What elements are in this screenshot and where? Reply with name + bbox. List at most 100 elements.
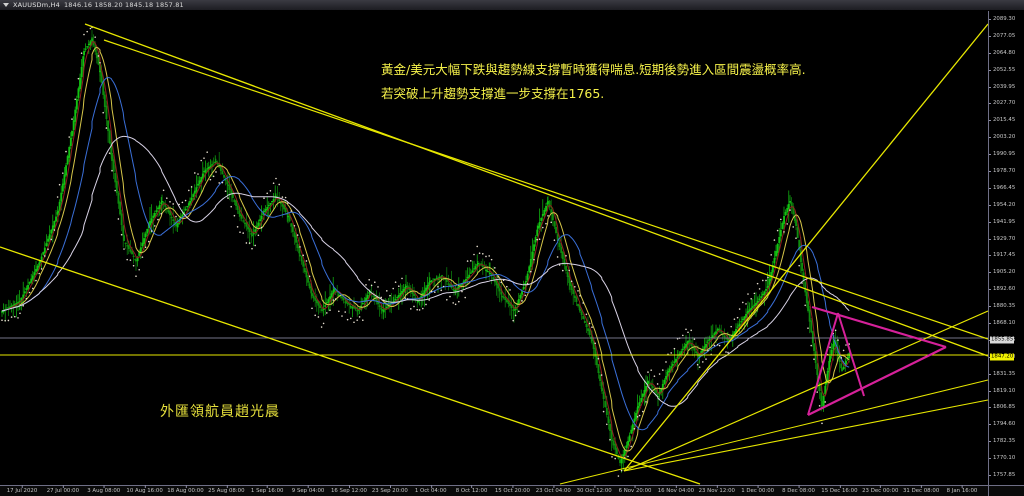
sar-dot (135, 275, 137, 277)
sar-dot (194, 172, 196, 174)
sar-dot (842, 349, 845, 352)
sar-dot (290, 210, 293, 212)
sar-dot (502, 279, 505, 282)
sar-dot (302, 254, 305, 257)
sar-dot (233, 214, 236, 217)
price-tick: 1892.60 (989, 286, 1015, 292)
sar-dot (97, 55, 100, 57)
chart-titlebar: XAUUSDm,H4 1846.16 1858.20 1845.18 1857.… (0, 0, 1024, 11)
sar-dot (172, 203, 174, 205)
sar-dot (767, 276, 769, 279)
sar-dot (497, 276, 499, 278)
time-tick: 8 Jan 16:00 (947, 485, 977, 494)
triangle-inner-fall[interactable] (837, 312, 865, 397)
sar-dot (490, 258, 493, 261)
price-axis[interactable]: 2089.30 2077.05 2064.80 2052.55 2039.95 2027.… (988, 11, 1024, 485)
sar-dot (314, 314, 317, 317)
sar-dot (188, 189, 190, 192)
sar-dot (795, 237, 797, 239)
time-tick: 23 Sep 20:00 (372, 485, 408, 494)
triangle-inner-rise[interactable] (807, 312, 839, 416)
sar-dot (611, 456, 613, 458)
sar-dot (707, 349, 709, 352)
sar-dot (733, 318, 736, 320)
chart-canvas (0, 23, 988, 485)
sar-dot (482, 252, 484, 255)
triangle-lower-boundary[interactable] (807, 346, 947, 416)
sar-dot (633, 427, 636, 430)
descending-trendline-mid[interactable] (103, 39, 988, 340)
sar-dot (377, 286, 379, 288)
sar-dot (19, 312, 21, 315)
sar-dot (141, 256, 144, 258)
sar-dot (406, 298, 409, 300)
sar-dot (299, 246, 301, 248)
sar-dot (620, 469, 623, 472)
sar-dot (154, 225, 156, 227)
sar-dot (38, 272, 40, 275)
sar-dot (332, 299, 335, 301)
price-tick: 1990.95 (989, 151, 1015, 157)
ascending-trendline-shallow[interactable] (623, 310, 988, 472)
sar-dot (696, 363, 699, 366)
sar-dot (311, 307, 313, 310)
price-tick: 1966.45 (989, 185, 1015, 191)
price-tick: 1806.85 (989, 404, 1015, 410)
sar-dot (509, 289, 511, 291)
price-tick: 1794.60 (989, 421, 1015, 427)
price-tick: 1905.20 (989, 269, 1015, 275)
sar-dot (524, 294, 526, 297)
sar-dot (248, 242, 251, 244)
time-tick: 25 Aug 08:00 (208, 485, 245, 494)
sar-dot (350, 317, 352, 320)
sar-dot (614, 457, 616, 460)
price-tick: 1954.20 (989, 202, 1015, 208)
chevron-down-icon[interactable] (3, 3, 9, 7)
sar-dot (254, 244, 256, 247)
ascending-trendline-lowest[interactable] (559, 379, 988, 485)
sar-dot (422, 307, 424, 310)
time-tick: 27 Jul 00:00 (47, 485, 79, 494)
sar-dot (452, 302, 455, 304)
sar-dot (389, 294, 391, 297)
sar-dot (71, 118, 73, 120)
sar-dot (209, 178, 212, 181)
sar-dot (602, 410, 605, 413)
sar-dot (437, 285, 439, 288)
triangle-upper-boundary[interactable] (811, 305, 947, 349)
time-tick: 9 Sep 04:00 (292, 485, 324, 494)
sar-dot (157, 218, 159, 221)
sar-dot (758, 288, 761, 290)
sar-dot (845, 344, 847, 346)
descending-trendline-lower[interactable] (0, 246, 701, 485)
price-tick: 2064.80 (989, 50, 1015, 56)
sar-dot (86, 30, 88, 33)
sar-dot (80, 52, 83, 54)
sar-dot (780, 218, 782, 221)
chart-plot-area[interactable]: 黃金/美元大幅下跌與趨勢線支撐暫時獲得喘息.短期後勢進入區間震盪概率高. 若突破… (0, 11, 988, 485)
sar-dot (166, 197, 168, 199)
sar-dot (430, 290, 433, 293)
sar-dot (466, 260, 469, 262)
time-tick: 8 Dec 08:00 (782, 485, 815, 494)
sar-dot (473, 253, 475, 256)
time-tick: 1 Sep 16:00 (251, 485, 283, 494)
time-tick: 15 Dec 16:00 (821, 485, 858, 494)
ascending-trendline-flat[interactable] (623, 399, 988, 472)
sar-dot (35, 279, 37, 282)
sar-dot (341, 315, 343, 317)
sar-dot (416, 308, 419, 311)
descending-trendline-upper[interactable] (84, 23, 988, 357)
sar-dot (126, 258, 128, 261)
time-tick: 1 Oct 04:00 (415, 485, 447, 494)
sar-dot (834, 329, 837, 332)
sar-dot (105, 127, 108, 129)
axis-corner (988, 485, 1024, 496)
time-axis[interactable]: 17 Jul 2020 27 Jul 00:00 3 Aug 08:00 10 Aug… (0, 485, 988, 496)
ascending-trendline-steep[interactable] (623, 23, 988, 472)
sar-dot (89, 27, 92, 30)
sar-dot (662, 369, 664, 371)
annotation-line-2: 若突破上升趨勢支撐進一步支撐在1765. (381, 86, 605, 101)
sar-dot (730, 325, 732, 328)
sar-dot (251, 247, 253, 250)
